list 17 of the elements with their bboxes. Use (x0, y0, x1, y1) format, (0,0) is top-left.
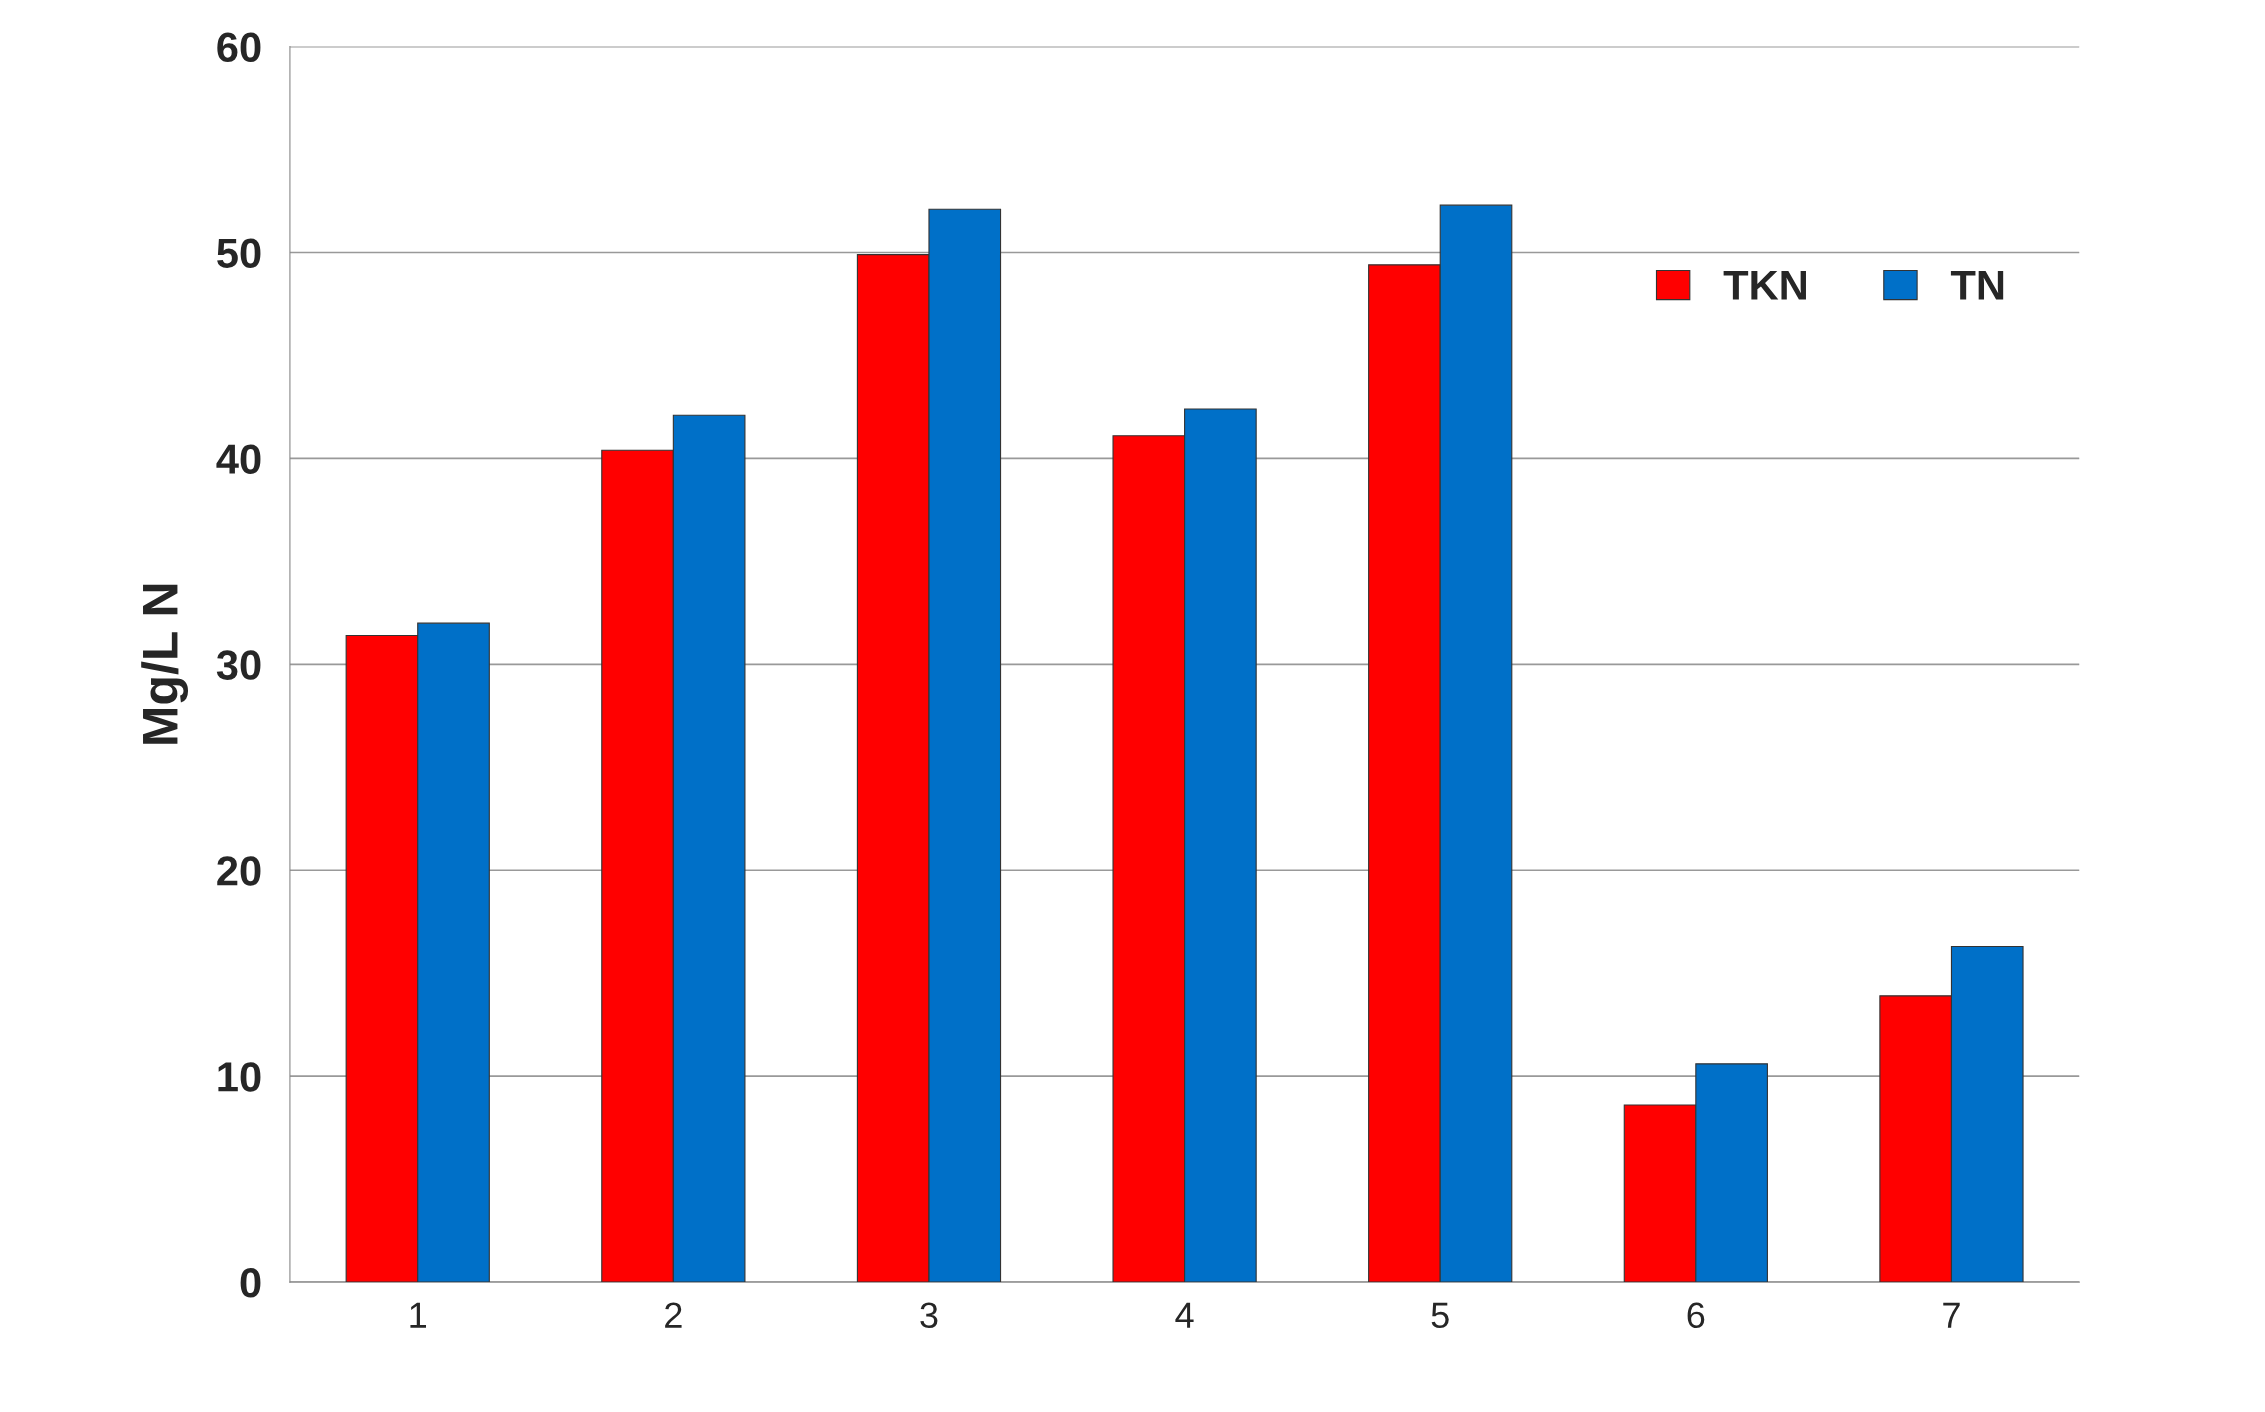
legend-label: TKN (1723, 270, 1806, 300)
legend-label: TN (1950, 270, 2004, 300)
y-tick-label: 50 (217, 238, 261, 269)
x-tick-label: 4 (1175, 1302, 1194, 1328)
y-tick-label: 0 (240, 1268, 261, 1298)
x-tick-label: 7 (1943, 1302, 1960, 1328)
x-tick-label: 3 (920, 1302, 938, 1329)
x-tick-label: 6 (1687, 1302, 1705, 1329)
x-tick-label: 2 (665, 1302, 682, 1328)
x-tick-label: 1 (410, 1302, 427, 1328)
y-tick-label: 60 (217, 32, 261, 63)
x-tick-label: 5 (1431, 1302, 1449, 1329)
y-axis-title: Mg/L N (141, 584, 189, 744)
y-tick-label: 20 (217, 856, 261, 886)
y-tick-label: 10 (218, 1062, 261, 1092)
y-tick-label: 40 (216, 444, 261, 474)
y-tick-label: 30 (216, 650, 261, 680)
